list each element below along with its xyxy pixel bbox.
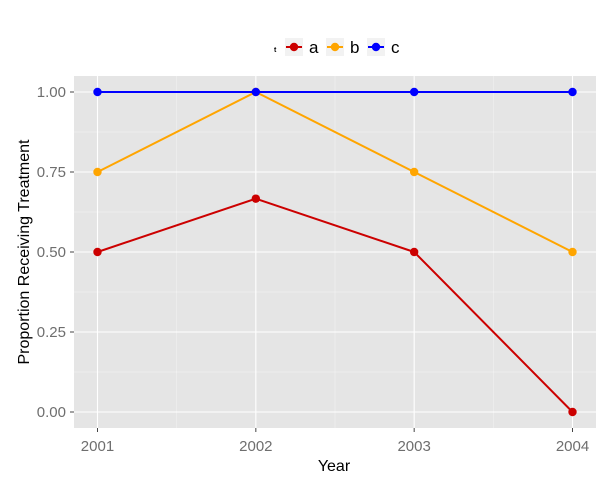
y-tick-label: 0.25 [37,324,66,341]
y-tick-label: 0.00 [37,404,66,421]
data-point-b [93,167,102,177]
legend-key-point [330,42,340,52]
y-axis-title: Proportion Receiving Treatment [16,139,33,365]
series-line-a [97,197,574,413]
legend-key-point [371,42,381,52]
data-point-c [409,87,419,97]
data-point-c [568,87,577,97]
data-point-a [251,194,261,203]
x-tick-label: 2001 [81,438,114,455]
series-c [93,87,577,97]
legend-item-b: b [326,38,359,57]
legend-item-c: c [367,38,400,57]
y-tick-label: 0.75 [37,164,66,181]
y-tick-label: 0.50 [37,244,66,261]
legend-items: a b c [285,38,400,57]
legend-key-point [289,42,299,52]
y-tick-labels: 0.00 0.25 0.50 0.75 1.00 [37,84,66,421]
data-point-a [93,247,102,257]
series-layer [93,87,577,417]
x-tick-labels: 2001 2002 2003 2004 [81,438,589,455]
data-point-b [568,247,577,257]
data-point-a [409,247,419,257]
data-point-b [409,167,419,177]
y-tick-label: 1.00 [37,84,66,101]
axis-ticks [70,91,574,432]
x-tick-label: 2004 [556,438,589,455]
series-line-b [97,91,573,253]
legend-label-c: c [391,38,400,57]
legend-label-a: a [309,38,319,57]
data-point-a [568,407,577,417]
legend-item-a: a [285,38,319,57]
x-axis-title: Year [318,458,351,475]
data-point-c [251,87,261,97]
legend-title: t [274,47,277,54]
data-point-c [93,87,102,97]
x-tick-label: 2002 [239,438,272,455]
series-a [93,194,577,417]
legend-label-b: b [350,38,359,57]
x-tick-label: 2003 [397,438,430,455]
